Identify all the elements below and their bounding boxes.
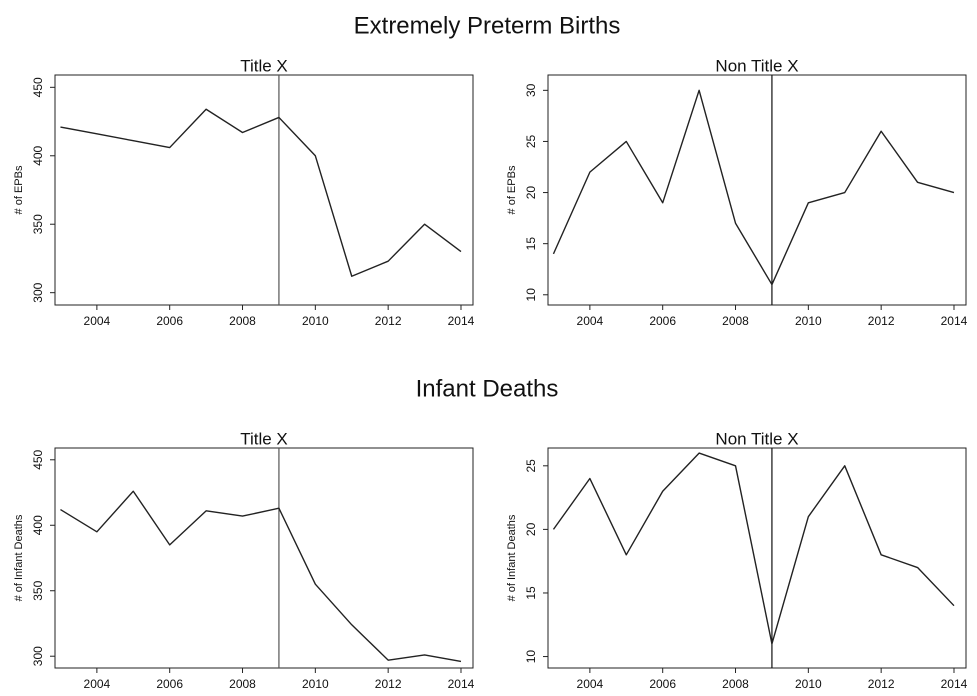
y-tick-label: 300 [31, 646, 45, 666]
x-tick-label: 2010 [795, 677, 822, 691]
panel-title: Title X [240, 429, 288, 448]
y-tick-label: 350 [31, 580, 45, 600]
x-tick-label: 2014 [941, 677, 968, 691]
x-tick-label: 2004 [84, 314, 111, 328]
y-axis-label: # of EPBs [13, 165, 25, 214]
x-tick-label: 2004 [577, 314, 604, 328]
y-tick-label: 450 [31, 77, 45, 97]
section-heading: Infant Deaths [416, 375, 559, 402]
y-tick-label: 10 [524, 650, 538, 664]
y-tick-label: 400 [31, 145, 45, 165]
x-tick-label: 2008 [722, 314, 749, 328]
x-tick-label: 2012 [375, 314, 402, 328]
plot-frame [547, 447, 967, 669]
y-tick-label: 15 [524, 237, 538, 251]
y-tick-label: 350 [31, 214, 45, 234]
x-tick-label: 2008 [722, 677, 749, 691]
y-tick-label: 300 [31, 282, 45, 302]
y-axis-label: # of Infant Deaths [506, 514, 518, 601]
y-tick-label: 20 [524, 186, 538, 200]
y-tick-label: 25 [524, 134, 538, 148]
x-tick-label: 2010 [795, 314, 822, 328]
x-tick-label: 2004 [577, 677, 604, 691]
data-line [552, 452, 955, 645]
x-tick-label: 2010 [302, 314, 329, 328]
x-tick-label: 2006 [156, 677, 183, 691]
x-tick-label: 2004 [84, 677, 111, 691]
y-tick-label: 20 [524, 522, 538, 536]
x-tick-label: 2008 [229, 677, 256, 691]
data-line [60, 490, 462, 663]
x-tick-label: 2006 [649, 677, 676, 691]
x-tick-label: 2014 [941, 314, 968, 328]
x-tick-label: 2008 [229, 314, 256, 328]
y-tick-label: 10 [524, 288, 538, 302]
x-tick-label: 2014 [448, 314, 475, 328]
section-heading: Extremely Preterm Births [354, 12, 621, 39]
panel-title: Non Title X [715, 56, 798, 75]
plot-frame [54, 74, 474, 306]
y-axis-label: # of Infant Deaths [13, 514, 25, 601]
panel-title: Non Title X [715, 429, 798, 448]
x-tick-label: 2012 [868, 314, 895, 328]
x-tick-label: 2006 [156, 314, 183, 328]
x-tick-label: 2012 [868, 677, 895, 691]
y-tick-label: 15 [524, 586, 538, 600]
x-tick-label: 2012 [375, 677, 402, 691]
x-tick-label: 2006 [649, 314, 676, 328]
y-tick-label: 25 [524, 459, 538, 473]
y-tick-label: 450 [31, 449, 45, 469]
data-line [552, 89, 955, 286]
y-axis-label: # of EPBs [506, 165, 518, 214]
y-tick-label: 400 [31, 515, 45, 535]
data-line [60, 108, 462, 277]
x-tick-label: 2014 [448, 677, 475, 691]
panel-title: Title X [240, 56, 288, 75]
x-tick-label: 2010 [302, 677, 329, 691]
y-tick-label: 30 [524, 83, 538, 97]
plot-frame [54, 447, 474, 669]
plot-frame [547, 74, 967, 306]
